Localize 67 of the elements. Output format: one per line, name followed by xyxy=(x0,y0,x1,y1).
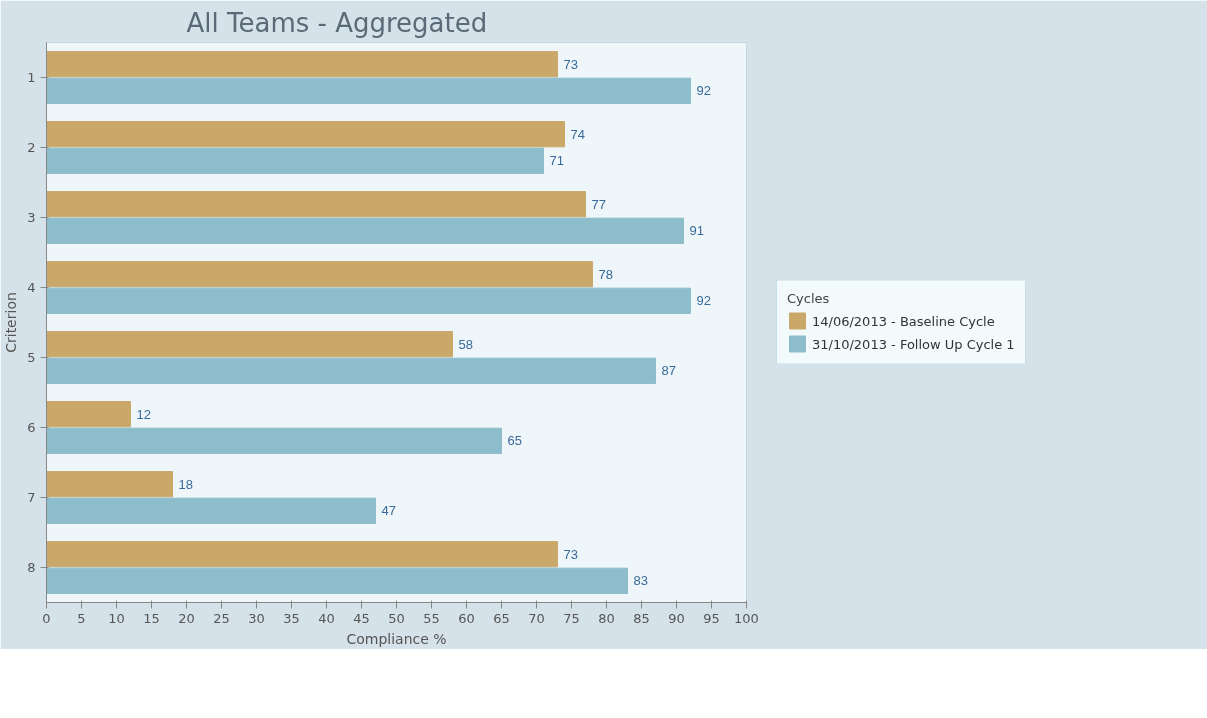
chart-title: All Teams - Aggregated xyxy=(186,7,488,38)
x-tick-label: 95 xyxy=(703,610,720,626)
bar xyxy=(46,77,691,104)
x-tick-label: 35 xyxy=(283,610,300,626)
bar xyxy=(46,331,453,358)
data-label: 91 xyxy=(689,223,704,239)
y-tick-label: 5 xyxy=(27,350,36,365)
data-label: 65 xyxy=(507,433,522,449)
x-tick-label: 60 xyxy=(458,610,475,626)
x-tick-label: 100 xyxy=(734,610,759,626)
data-label: 73 xyxy=(563,56,578,72)
bar xyxy=(46,217,684,244)
y-tick-label: 7 xyxy=(27,490,36,505)
y-tick-label: 4 xyxy=(27,280,36,295)
x-tick-label: 75 xyxy=(563,610,580,626)
bar xyxy=(46,147,544,174)
y-tick-label: 2 xyxy=(27,140,36,155)
x-tick-label: 15 xyxy=(143,610,160,626)
data-label: 83 xyxy=(633,573,648,589)
data-label: 92 xyxy=(696,293,711,309)
x-tick-label: 10 xyxy=(108,610,125,626)
bar xyxy=(46,471,173,498)
x-tick-label: 85 xyxy=(633,610,650,626)
data-label: 87 xyxy=(661,363,676,379)
x-tick-label: 70 xyxy=(528,610,545,626)
legend-label: 31/10/2013 - Follow Up Cycle 1 xyxy=(812,336,1015,351)
data-label: 73 xyxy=(563,546,578,562)
bar xyxy=(46,191,586,218)
x-tick-label: 80 xyxy=(598,610,615,626)
bar xyxy=(46,287,691,314)
x-tick-label: 5 xyxy=(77,610,86,626)
bar xyxy=(46,497,376,524)
bar xyxy=(46,427,502,454)
y-tick-label: 1 xyxy=(27,70,36,85)
x-tick-label: 55 xyxy=(423,610,440,626)
bar xyxy=(46,541,558,568)
bar xyxy=(46,51,558,78)
x-tick-label: 45 xyxy=(353,610,370,626)
data-label: 74 xyxy=(570,126,585,142)
y-tick-label: 6 xyxy=(27,420,36,435)
bar xyxy=(46,567,628,594)
x-axis-title: Compliance % xyxy=(346,630,447,647)
data-label: 18 xyxy=(178,476,193,492)
x-tick-label: 40 xyxy=(318,610,335,626)
data-label: 78 xyxy=(598,266,613,282)
data-label: 71 xyxy=(549,153,564,169)
data-label: 58 xyxy=(458,336,473,352)
x-tick-label: 25 xyxy=(213,610,230,626)
y-tick-label: 8 xyxy=(27,560,36,575)
bar xyxy=(46,357,656,384)
bar xyxy=(46,121,565,148)
x-tick-label: 90 xyxy=(668,610,685,626)
legend-title: Cycles xyxy=(787,290,831,306)
bar xyxy=(46,401,131,428)
x-tick-label: 50 xyxy=(388,610,405,626)
y-tick-label: 3 xyxy=(27,210,36,225)
x-tick-label: 30 xyxy=(248,610,265,626)
x-tick-label: 0 xyxy=(42,610,51,626)
x-tick-label: 65 xyxy=(493,610,510,626)
x-tick-label: 20 xyxy=(178,610,195,626)
data-label: 47 xyxy=(381,503,396,519)
bar xyxy=(46,261,593,288)
legend-label: 14/06/2013 - Baseline Cycle xyxy=(812,313,995,328)
y-axis-title: Criterion xyxy=(3,292,20,353)
data-label: 77 xyxy=(591,196,606,212)
data-label: 92 xyxy=(696,83,711,99)
data-label: 12 xyxy=(136,406,151,422)
